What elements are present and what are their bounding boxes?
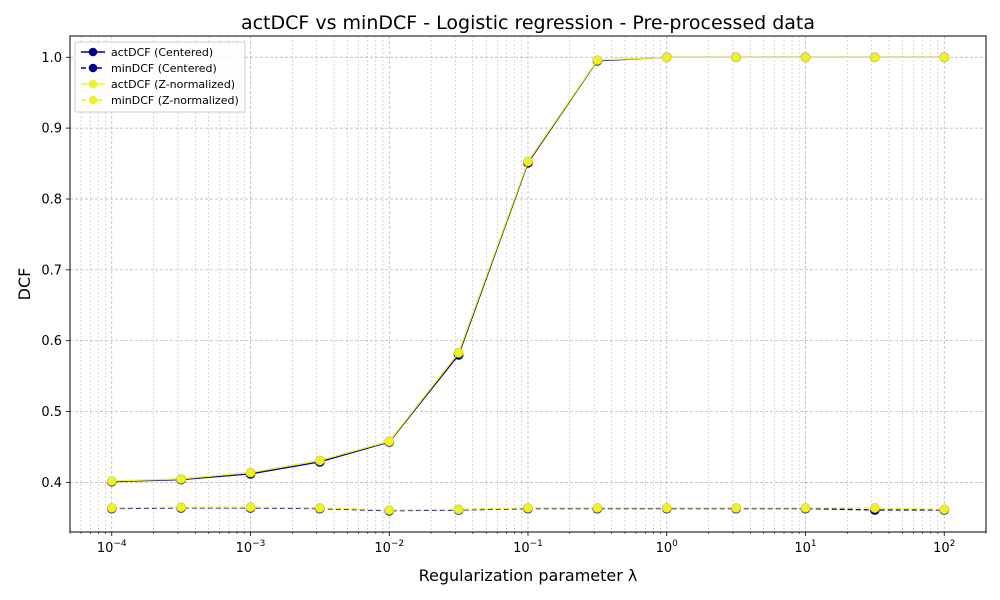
data-point [384, 436, 395, 447]
y-tick-label: 0.5 [41, 405, 62, 420]
y-tick-label: 0.6 [41, 334, 62, 349]
legend-label: minDCF (Z-normalized) [111, 94, 239, 107]
data-point [314, 455, 325, 466]
x-tick-label: 10−3 [236, 539, 266, 556]
series-4 [106, 502, 950, 515]
data-point [731, 52, 741, 63]
data-point [800, 503, 811, 513]
y-tick-label: 0.9 [41, 122, 62, 137]
data-point [731, 503, 741, 513]
data-point [592, 503, 603, 513]
data-point [800, 52, 811, 63]
data-point [106, 476, 117, 486]
axis-ticks: 10−4 10−3 10−2 10−1 100 101 102 0.4 0.5 0.6 0.7 0.8… [41, 51, 987, 556]
series-group [106, 52, 950, 516]
data-point [176, 473, 186, 484]
x-axis-label: Regularization parameter λ [419, 566, 638, 585]
data-point [523, 503, 533, 513]
data-point [661, 52, 672, 63]
series-3 [106, 52, 950, 486]
data-point [661, 503, 672, 513]
data-point [523, 156, 533, 167]
data-point [384, 505, 395, 515]
data-point [176, 502, 186, 513]
x-tick-label: 10−4 [97, 539, 127, 556]
chart-title: actDCF vs minDCF - Logistic regression -… [241, 12, 815, 34]
data-point [245, 467, 256, 478]
x-tick-label: 10−1 [513, 539, 543, 556]
y-axis-label: DCF [15, 268, 34, 301]
legend-marker [88, 79, 98, 89]
legend-label: actDCF (Centered) [111, 46, 213, 59]
x-tick-label: 102 [933, 539, 955, 556]
x-tick-label: 10−2 [374, 539, 404, 556]
legend-marker [88, 95, 98, 105]
x-tick-label: 101 [794, 539, 816, 556]
y-tick-label: 0.7 [41, 263, 62, 278]
legend-marker [88, 63, 98, 73]
x-tick-label: 100 [656, 539, 679, 556]
y-tick-label: 0.4 [41, 476, 62, 491]
y-tick-label: 0.8 [41, 192, 62, 207]
legend-marker [88, 47, 98, 57]
data-point [869, 52, 880, 63]
legend: actDCF (Centered) minDCF (Centered) actDCF… [74, 41, 246, 113]
data-point [869, 503, 880, 513]
legend-box [74, 41, 246, 113]
data-point [106, 503, 117, 513]
data-point [939, 52, 950, 63]
legend-label: actDCF (Z-normalized) [111, 78, 235, 91]
data-point [453, 347, 464, 358]
data-point [314, 503, 325, 513]
data-point [245, 502, 256, 513]
data-point [453, 504, 464, 515]
data-point [939, 504, 950, 515]
legend-label: minDCF (Centered) [111, 62, 217, 75]
y-tick-label: 1.0 [41, 51, 62, 66]
data-point [592, 55, 603, 65]
